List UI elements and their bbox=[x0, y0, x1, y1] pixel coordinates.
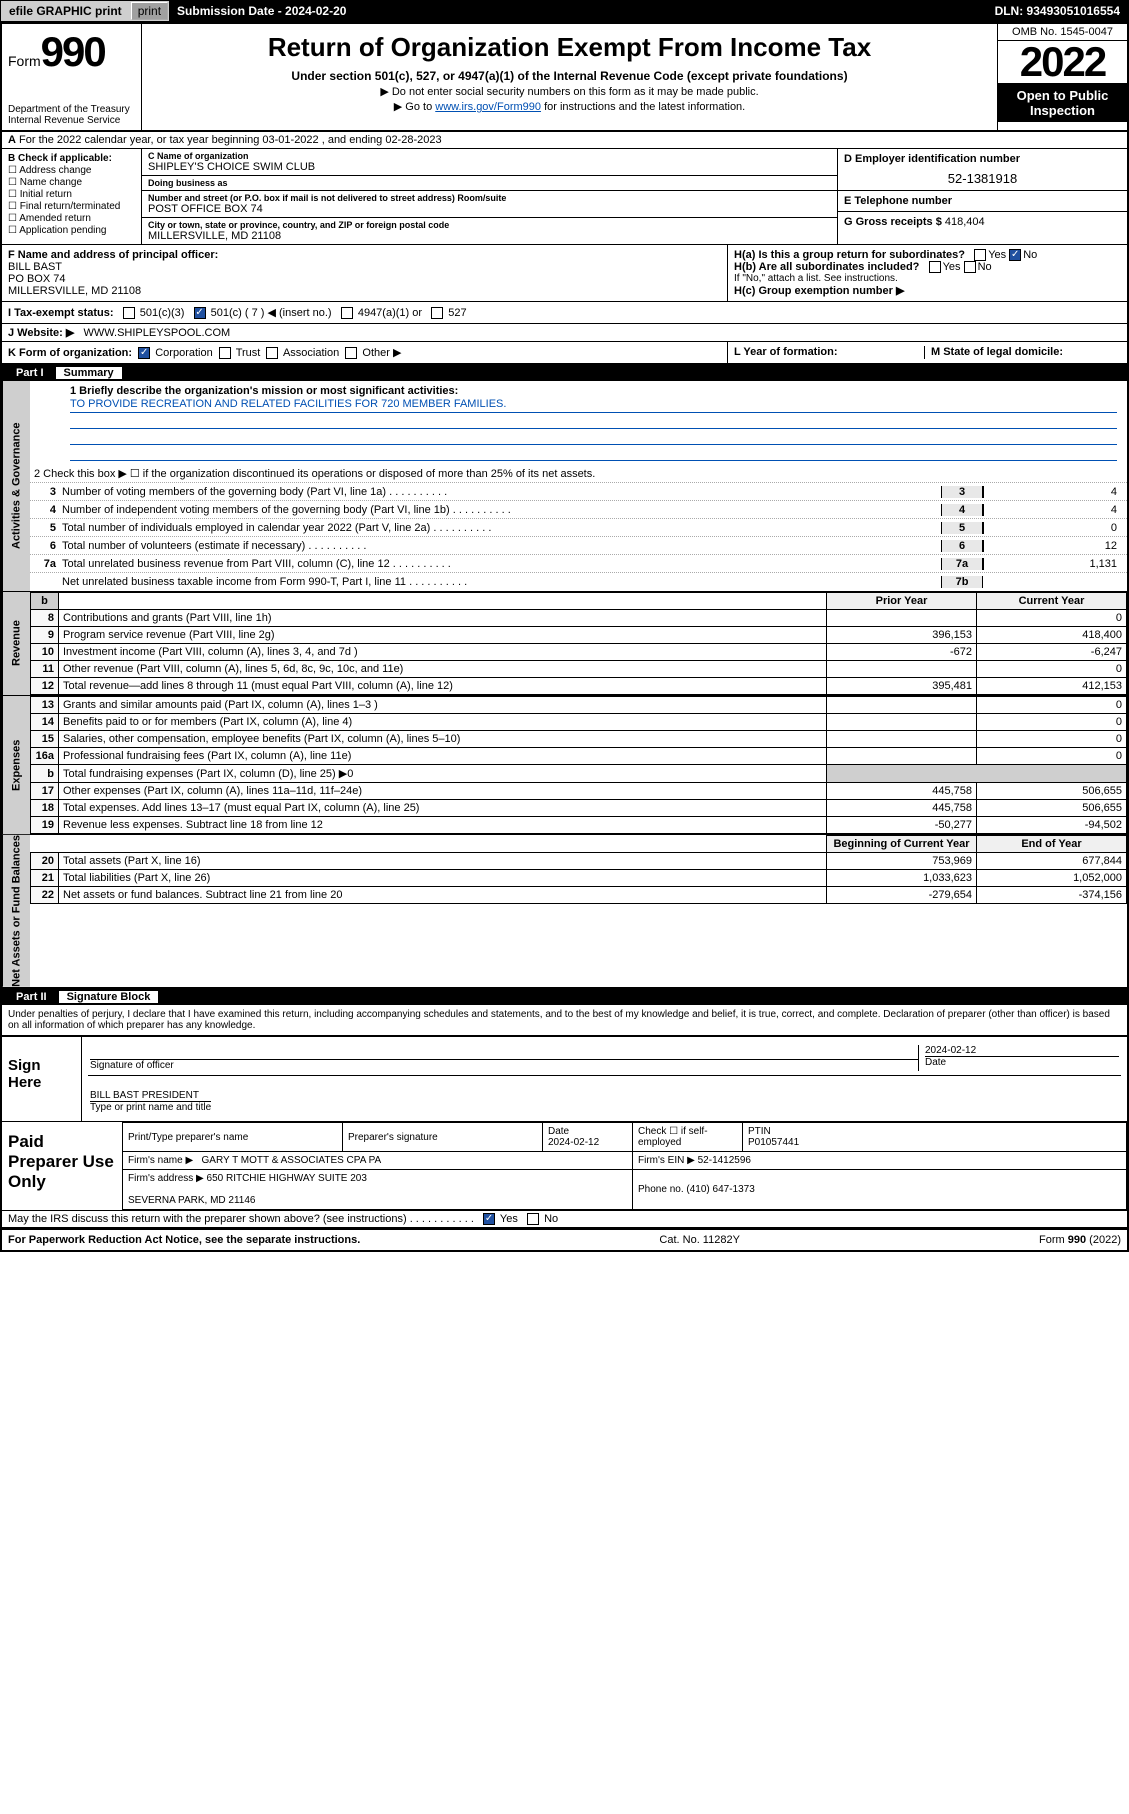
cb-final[interactable]: ☐ Final return/terminated bbox=[8, 201, 135, 212]
table-row: 11Other revenue (Part VIII, column (A), … bbox=[31, 661, 1127, 678]
mission: 1 Briefly describe the organization's mi… bbox=[30, 381, 1127, 465]
row-fh: F Name and address of principal officer:… bbox=[2, 245, 1127, 302]
form-title: Return of Organization Exempt From Incom… bbox=[150, 32, 989, 63]
entity-block: B Check if applicable: ☐ Address change … bbox=[2, 149, 1127, 245]
table-row: 10Investment income (Part VIII, column (… bbox=[31, 644, 1127, 661]
section-revenue: Revenue b Prior Year Current Year 8Contr… bbox=[2, 592, 1127, 696]
row-a: A For the 2022 calendar year, or tax yea… bbox=[2, 132, 1127, 149]
table-row: 19Revenue less expenses. Subtract line 1… bbox=[31, 817, 1127, 834]
table-row: 14Benefits paid to or for members (Part … bbox=[31, 714, 1127, 731]
part-2-header: Part IISignature Block bbox=[2, 989, 1127, 1005]
org-name: SHIPLEY'S CHOICE SWIM CLUB bbox=[148, 161, 831, 173]
table-row: 22Net assets or fund balances. Subtract … bbox=[31, 887, 1127, 904]
city: MILLERSVILLE, MD 21108 bbox=[148, 230, 831, 242]
gov-line: 7aTotal unrelated business revenue from … bbox=[30, 555, 1127, 573]
table-row: 16aProfessional fundraising fees (Part I… bbox=[31, 748, 1127, 765]
table-row: 17Other expenses (Part IX, column (A), l… bbox=[31, 783, 1127, 800]
box-b: B Check if applicable: ☐ Address change … bbox=[2, 149, 142, 244]
table-row: 15Salaries, other compensation, employee… bbox=[31, 731, 1127, 748]
form-header: Form990 Department of the Treasury Inter… bbox=[2, 24, 1127, 132]
mission-text: TO PROVIDE RECREATION AND RELATED FACILI… bbox=[70, 397, 1117, 413]
cb-amended[interactable]: ☐ Amended return bbox=[8, 213, 135, 224]
gov-line: 5Total number of individuals employed in… bbox=[30, 519, 1127, 537]
table-row: 20Total assets (Part X, line 16) 753,969… bbox=[31, 853, 1127, 870]
firm-name: GARY T MOTT & ASSOCIATES CPA PA bbox=[202, 1155, 382, 1166]
submission-date: Submission Date - 2024-02-20 bbox=[169, 1, 354, 21]
ptin: P01057441 bbox=[748, 1137, 799, 1148]
part-1-header: Part ISummary bbox=[2, 365, 1127, 381]
top-bar: efile GRAPHIC print print Submission Dat… bbox=[0, 0, 1129, 22]
cb-pending[interactable]: ☐ Application pending bbox=[8, 225, 135, 236]
box-c: C Name of organizationSHIPLEY'S CHOICE S… bbox=[142, 149, 837, 244]
row-klm: K Form of organization: Corporation Trus… bbox=[2, 342, 1127, 365]
section-governance: Activities & Governance 1 Briefly descri… bbox=[2, 381, 1127, 592]
table-row: 18Total expenses. Add lines 13–17 (must … bbox=[31, 800, 1127, 817]
section-net-assets: Net Assets or Fund Balances Beginning of… bbox=[2, 835, 1127, 989]
current-year-hdr: Current Year bbox=[977, 593, 1127, 610]
paid-preparer: Paid Preparer Use Only Print/Type prepar… bbox=[2, 1121, 1127, 1210]
spacer bbox=[354, 1, 986, 21]
ein: 52-1381918 bbox=[844, 171, 1121, 186]
table-row: 8Contributions and grants (Part VIII, li… bbox=[31, 610, 1127, 627]
form-number: Form990 bbox=[8, 28, 135, 76]
cb-name[interactable]: ☐ Name change bbox=[8, 177, 135, 188]
print-button[interactable]: print bbox=[131, 2, 168, 20]
table-row: 21Total liabilities (Part X, line 26) 1,… bbox=[31, 870, 1127, 887]
table-row: 9Program service revenue (Part VIII, lin… bbox=[31, 627, 1127, 644]
gross-receipts: 418,404 bbox=[945, 216, 985, 228]
page-footer: For Paperwork Reduction Act Notice, see … bbox=[2, 1229, 1127, 1250]
street: POST OFFICE BOX 74 bbox=[148, 203, 831, 215]
prep-date: 2024-02-12 bbox=[548, 1137, 599, 1148]
efile-label: efile GRAPHIC print bbox=[1, 4, 130, 18]
firm-phone: (410) 647-1373 bbox=[686, 1184, 754, 1195]
gov-line: 4Number of independent voting members of… bbox=[30, 501, 1127, 519]
section-expenses: Expenses 13Grants and similar amounts pa… bbox=[2, 696, 1127, 835]
dln: DLN: 93493051016554 bbox=[987, 1, 1128, 21]
open-to-public: Open to Public Inspection bbox=[998, 84, 1127, 122]
tax-year: 2022 bbox=[998, 41, 1127, 84]
firm-ein: 52-1412596 bbox=[698, 1155, 751, 1166]
cb-address[interactable]: ☐ Address change bbox=[8, 165, 135, 176]
form-subtitle: Under section 501(c), 527, or 4947(a)(1)… bbox=[150, 69, 989, 83]
sign-here: Sign Here Signature of officer 2024-02-1… bbox=[2, 1035, 1127, 1121]
officer-name-title: BILL BAST PRESIDENT bbox=[90, 1090, 211, 1102]
note-2: ▶ Go to www.irs.gov/Form990 for instruct… bbox=[150, 100, 989, 113]
officer-name: BILL BAST bbox=[8, 261, 62, 273]
sign-date: 2024-02-12 bbox=[925, 1045, 1119, 1056]
row-j: J Website: ▶ WWW.SHIPLEYSPOOL.COM bbox=[2, 324, 1127, 342]
table-row: bTotal fundraising expenses (Part IX, co… bbox=[31, 765, 1127, 783]
cb-initial[interactable]: ☐ Initial return bbox=[8, 189, 135, 200]
website: WWW.SHIPLEYSPOOL.COM bbox=[84, 327, 231, 339]
table-row: 12Total revenue—add lines 8 through 11 (… bbox=[31, 678, 1127, 695]
prior-year-hdr: Prior Year bbox=[827, 593, 977, 610]
box-de: D Employer identification number52-13819… bbox=[837, 149, 1127, 244]
discuss-row: May the IRS discuss this return with the… bbox=[2, 1210, 1127, 1229]
table-row: 13Grants and similar amounts paid (Part … bbox=[31, 697, 1127, 714]
line-2: 2 Check this box ▶ ☐ if the organization… bbox=[30, 465, 1127, 483]
irs-link[interactable]: www.irs.gov/Form990 bbox=[435, 101, 541, 113]
gov-line: Net unrelated business taxable income fr… bbox=[30, 573, 1127, 591]
row-i: I Tax-exempt status: 501(c)(3) 501(c) ( … bbox=[2, 302, 1127, 324]
note-1: ▶ Do not enter social security numbers o… bbox=[150, 85, 989, 98]
penalty-text: Under penalties of perjury, I declare th… bbox=[2, 1005, 1127, 1035]
dept-label: Department of the Treasury Internal Reve… bbox=[8, 104, 135, 126]
gov-line: 6Total number of volunteers (estimate if… bbox=[30, 537, 1127, 555]
gov-line: 3Number of voting members of the governi… bbox=[30, 483, 1127, 501]
form-page: Form990 Department of the Treasury Inter… bbox=[0, 22, 1129, 1252]
